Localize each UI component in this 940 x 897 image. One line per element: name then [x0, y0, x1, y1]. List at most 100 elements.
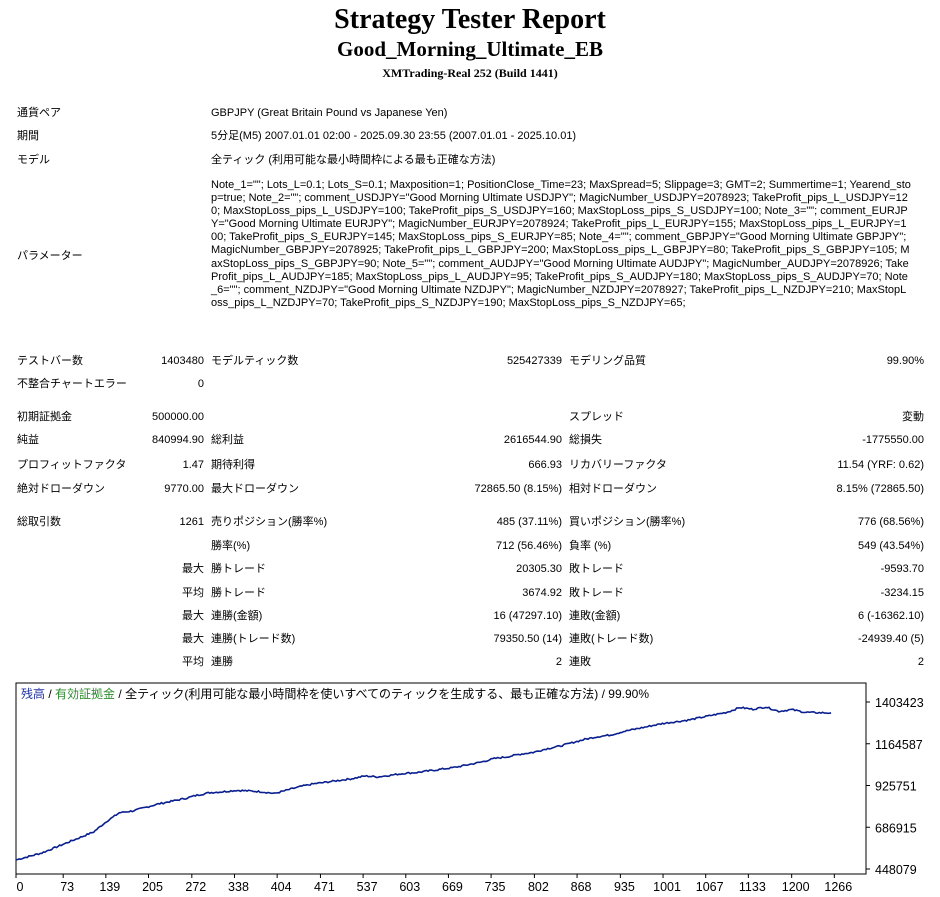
expected-label: 期待利得: [211, 459, 255, 471]
avg-label-2: 平均: [182, 656, 204, 668]
rel-dd-value: 8.15% (72865.50): [836, 483, 924, 495]
legend-rest: 全ティック(利用可能な最小時間枠を使いすべてのティックを生成する、最も正確な方法…: [125, 686, 649, 701]
x-tick-label: 802: [528, 880, 549, 894]
legend-balance: 残高: [21, 686, 45, 701]
max-dd-label: 最大ドローダウン: [211, 483, 299, 495]
avg-cons-loss-value: 2: [917, 656, 924, 668]
lossrate-value: 549 (43.54%): [857, 540, 924, 552]
y-tick-label: 925751: [875, 780, 917, 794]
server-name: XMTrading-Real 252 (Build 1441): [382, 66, 558, 80]
avg-cons-win-value: 2: [555, 656, 562, 668]
x-tick-label: 139: [99, 880, 120, 894]
lossrate-label: 負率 (%): [569, 540, 612, 552]
gross-profit-label: 総利益: [211, 434, 244, 446]
balance-chart: 残高 / 有効証拠金 / 全ティック(利用可能な最小時間枠を使いすべてのティック…: [15, 682, 924, 894]
max-cons-loss-label: 連敗(金額): [569, 610, 621, 622]
chart-frame: [15, 682, 867, 875]
mismatch-label: 不整合チャートエラー: [17, 378, 127, 390]
y-tick-label: 1164587: [875, 738, 923, 752]
winrate-value: 712 (56.46%): [495, 540, 562, 552]
max-label-3: 最大: [182, 633, 204, 645]
trades-label: 総取引数: [17, 516, 61, 528]
y-tick-label: 686915: [875, 821, 917, 835]
x-tick-label: 537: [357, 880, 378, 894]
gross-loss-value: -1775550.00: [862, 434, 924, 446]
x-tick-label: 1200: [782, 880, 810, 894]
x-tick-label: 0: [17, 880, 24, 894]
rel-dd-label: 相対ドローダウン: [569, 483, 657, 495]
legend-sep-2: /: [115, 687, 125, 701]
max-dd-value: 72865.50 (8.15%): [474, 483, 562, 495]
balance-line: [15, 706, 832, 861]
max-cons-loss-value: 6 (-16362.10): [857, 610, 924, 622]
largest-win-value: 20305.30: [516, 563, 562, 575]
y-tick-label: 1403423: [875, 696, 924, 710]
report-title: Strategy Tester Report: [334, 4, 606, 35]
x-tick-label: 735: [485, 880, 506, 894]
avg-label-1: 平均: [182, 587, 204, 599]
symbol-value: GBPJPY (Great Britain Pound vs Japanese …: [211, 107, 448, 119]
avg-loss-value: -3234.15: [880, 587, 924, 599]
ticks-label: モデルティック数: [211, 355, 299, 367]
bars-value: 1403480: [161, 355, 204, 367]
deposit-value: 500000.00: [152, 411, 204, 423]
deposit-label: 初期証拠金: [17, 411, 72, 423]
largest-loss-label: 敗トレード: [569, 563, 624, 575]
period-label: 期間: [17, 130, 39, 142]
abs-dd-value: 9770.00: [164, 483, 204, 495]
bars-label: テストバー数: [17, 355, 83, 367]
legend-equity: 有効証拠金: [55, 686, 115, 701]
max-label-1: 最大: [182, 563, 204, 575]
x-tick-label: 603: [399, 880, 420, 894]
symbol-label: 通貨ペア: [17, 107, 61, 119]
x-tick-label: 338: [228, 880, 249, 894]
quality-value: 99.90%: [886, 355, 924, 367]
max-cons-win-label: 連勝(金額): [211, 610, 263, 622]
short-label: 売りポジション(勝率%): [211, 516, 328, 528]
short-value: 485 (37.11%): [496, 516, 562, 528]
x-tick-label: 404: [271, 880, 292, 894]
quality-label: モデリング品質: [569, 355, 646, 367]
max-cons-profit-label: 連勝(トレード数): [211, 633, 296, 645]
legend-sep-1: /: [45, 687, 55, 701]
net-value: 840994.90: [152, 434, 204, 446]
x-tick-label: 1001: [653, 880, 681, 894]
long-label: 買いポジション(勝率%): [569, 516, 686, 528]
params-label: パラメーター: [17, 250, 83, 262]
x-tick-label: 205: [142, 880, 163, 894]
trades-value: 1261: [179, 516, 204, 528]
long-value: 776 (68.56%): [857, 516, 924, 528]
period-value: 5分足(M5) 2007.01.01 02:00 - 2025.09.30 23…: [211, 130, 577, 142]
chart-legend: 残高 / 有効証拠金 / 全ティック(利用可能な最小時間枠を使いすべてのティック…: [21, 686, 649, 701]
mismatch-value: 0: [197, 378, 204, 390]
ticks-value: 525427339: [506, 355, 562, 367]
pf-value: 1.47: [182, 459, 204, 471]
largest-loss-value: -9593.70: [880, 563, 924, 575]
net-label: 純益: [17, 434, 39, 446]
gross-loss-label: 総損失: [569, 434, 602, 446]
max-cons-lossamt-label: 連敗(トレード数): [569, 633, 654, 645]
recovery-value: 11.54 (YRF: 0.62): [837, 459, 924, 471]
max-label-2: 最大: [182, 610, 204, 622]
params-value: Note_1=""; Lots_L=0.1; Lots_S=0.1; Maxpo…: [211, 179, 911, 309]
x-tick-label: 272: [185, 880, 206, 894]
model-value: 全ティック (利用可能な最小時間枠による最も正確な方法): [211, 154, 496, 166]
avg-cons-win-label: 連勝: [211, 656, 233, 668]
avg-win-value: 3674.92: [522, 587, 562, 599]
spread-label: スプレッド: [569, 411, 624, 423]
expected-value: 666.93: [528, 459, 562, 471]
x-tick-label: 471: [314, 880, 335, 894]
gross-profit-value: 2616544.90: [503, 434, 562, 446]
max-cons-lossamt-value: -24939.40 (5): [857, 633, 924, 645]
abs-dd-label: 絶対ドローダウン: [17, 483, 105, 495]
x-tick-label: 73: [60, 880, 74, 894]
pf-label: プロフィットファクタ: [17, 459, 127, 471]
ea-name: Good_Morning_Ultimate_EB: [337, 37, 603, 61]
x-tick-label: 1067: [696, 880, 724, 894]
max-cons-profit-value: 79350.50 (14): [493, 633, 563, 645]
x-tick-label: 935: [614, 880, 635, 894]
x-tick-label: 1133: [739, 880, 766, 894]
avg-cons-loss-label: 連敗: [569, 656, 591, 668]
x-tick-label: 669: [442, 880, 463, 894]
largest-win-label: 勝トレード: [211, 563, 266, 575]
